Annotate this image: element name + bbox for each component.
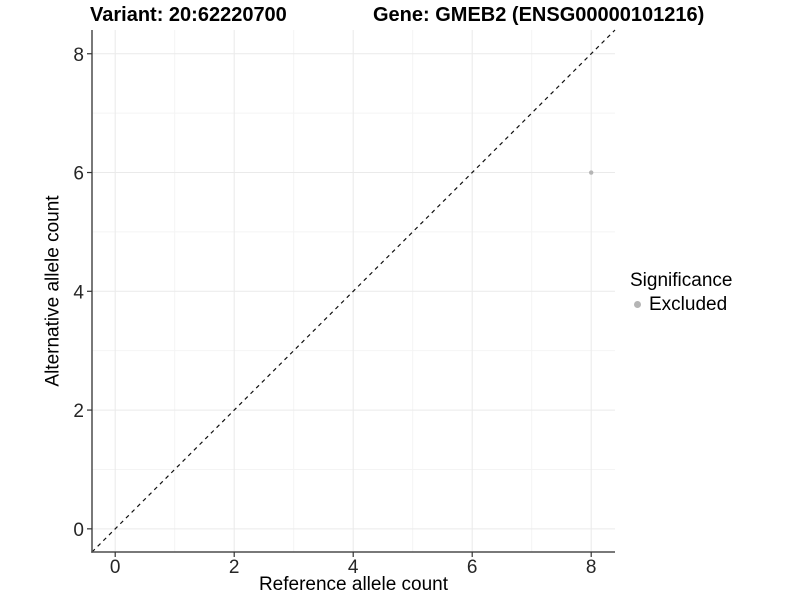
y-tick-label: 0 xyxy=(73,520,84,541)
y-axis-title: Alternative allele count xyxy=(42,195,64,387)
x-axis-title: Reference allele count xyxy=(258,574,449,595)
x-tick-label: 4 xyxy=(348,557,359,578)
x-tick-label: 0 xyxy=(110,557,121,578)
y-tick-label: 6 xyxy=(73,164,84,185)
x-tick-label: 6 xyxy=(467,557,478,578)
x-tick-label: 8 xyxy=(586,557,597,578)
y-tick-label: 4 xyxy=(73,282,84,303)
excluded-dot-icon xyxy=(634,301,641,309)
plot-title-variant: Variant: 20:62220700 xyxy=(90,4,287,26)
identity-line xyxy=(91,29,616,553)
x-tick-label: 2 xyxy=(229,557,240,578)
plot-title-gene: Gene: GMEB2 (ENSG00000101216) xyxy=(373,4,705,26)
y-tick-label: 8 xyxy=(73,45,84,66)
legend-title: Significance xyxy=(630,270,733,291)
legend-item-excluded: Excluded xyxy=(630,294,732,316)
legend-item-label: Excluded xyxy=(649,293,728,315)
y-tick-label: 2 xyxy=(73,401,84,422)
legend-key xyxy=(630,301,645,309)
legend: Significance Excluded xyxy=(630,270,732,316)
data-point xyxy=(589,170,594,175)
